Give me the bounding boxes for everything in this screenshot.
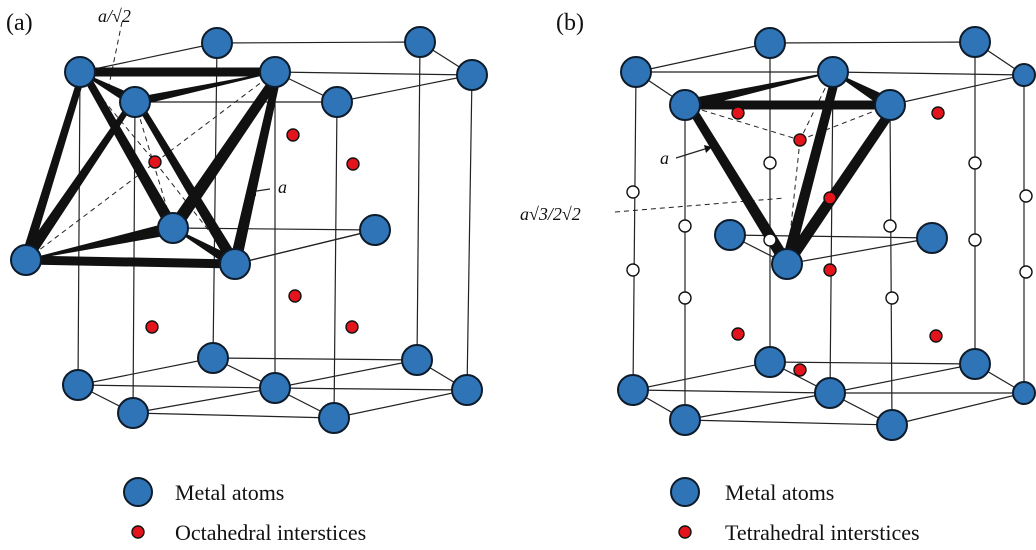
legend-a-interstice-text: Octahedral interstices	[175, 520, 366, 545]
legend-b-interstice-text: Tetrahedral interstices	[725, 520, 920, 545]
open-interstice	[626, 263, 640, 277]
panel-a-label: (a)	[6, 10, 33, 36]
panel-b-tetrahedral-interstices	[731, 106, 945, 377]
legend-interstice-icon	[678, 525, 692, 539]
legend-interstice-icon	[131, 525, 145, 539]
metal-atom	[456, 59, 488, 91]
open-interstice	[883, 219, 897, 233]
metal-atom	[669, 404, 701, 436]
panel-b-annotation-edge: a	[660, 148, 669, 168]
metal-atom	[201, 27, 233, 59]
open-interstice	[678, 291, 692, 305]
octahedral-interstice	[346, 157, 360, 171]
panel-a-octahedron	[19, 67, 282, 271]
open-interstice	[968, 233, 982, 247]
metal-atom	[754, 346, 786, 378]
metal-atom	[1012, 381, 1036, 405]
metal-atom	[10, 244, 42, 276]
metal-atom	[669, 89, 701, 121]
metal-atom	[620, 56, 652, 88]
metal-atom	[197, 342, 229, 374]
octahedral-interstice	[145, 320, 159, 334]
tetrahedral-interstice	[823, 191, 837, 205]
panel-a-annotation-side: a	[278, 177, 287, 197]
panel-b: (b)	[520, 10, 1036, 545]
open-interstice	[763, 156, 777, 170]
panel-a-metal-atoms	[10, 26, 488, 434]
metal-atom	[817, 56, 849, 88]
panel-b-tetrahedron	[684, 71, 898, 267]
metal-atom	[259, 56, 291, 88]
panel-b-label: (b)	[556, 10, 584, 36]
octahedral-interstice	[148, 155, 162, 169]
metal-atom	[451, 374, 483, 406]
metal-atom	[359, 214, 391, 246]
metal-atom	[876, 409, 908, 441]
metal-atom	[117, 397, 149, 429]
legend-b-metal-text: Metal atoms	[725, 480, 834, 505]
metal-atom	[874, 89, 906, 121]
metal-atom	[754, 27, 786, 59]
metal-atom	[401, 344, 433, 376]
tetrahedral-interstice	[731, 327, 745, 341]
panel-a-annotation-top: a/√2	[98, 6, 131, 26]
open-interstice	[678, 219, 692, 233]
octahedral-interstice	[286, 128, 300, 142]
metal-atom	[771, 248, 803, 280]
open-interstice	[885, 291, 899, 305]
metal-atom	[321, 86, 353, 118]
panel-b-annotation-height: a√3/2√2	[520, 204, 581, 224]
metal-atom	[219, 248, 251, 280]
tetrahedral-interstice	[929, 329, 943, 343]
open-interstice	[1019, 189, 1033, 203]
panel-a: (a)	[6, 6, 488, 545]
tetrahedral-interstice	[793, 363, 807, 377]
metal-atom	[814, 377, 846, 409]
metal-atom	[714, 219, 746, 251]
panel-b-legend: Metal atoms Tetrahedral interstices	[670, 477, 920, 545]
metal-atom	[318, 402, 350, 434]
panel-b-open-interstices	[626, 156, 1033, 305]
metal-atom	[404, 26, 436, 58]
open-interstice	[763, 233, 777, 247]
tetrahedral-interstice	[931, 106, 945, 120]
metal-atom	[617, 374, 649, 406]
legend-metal-icon	[670, 477, 700, 507]
metal-atom	[1012, 63, 1036, 87]
metal-atom	[959, 348, 991, 380]
metal-atom	[959, 26, 991, 58]
metal-atom	[119, 86, 151, 118]
panel-b-metal-atoms	[617, 26, 1036, 441]
tetrahedral-interstice	[793, 133, 807, 147]
metal-atom	[62, 369, 94, 401]
open-interstice	[1019, 265, 1033, 279]
panel-a-legend: Metal atoms Octahedral interstices	[123, 477, 366, 545]
metal-atom	[916, 222, 948, 254]
octahedral-interstice	[345, 320, 359, 334]
tetrahedral-interstice	[823, 263, 837, 277]
tetrahedral-interstice	[731, 106, 745, 120]
legend-a-metal-text: Metal atoms	[175, 480, 284, 505]
legend-metal-icon	[123, 477, 153, 507]
metal-atom	[259, 372, 291, 404]
metal-atom	[64, 56, 96, 88]
metal-atom	[157, 212, 189, 244]
panel-a-octahedral-interstices	[145, 128, 360, 334]
open-interstice	[626, 185, 640, 199]
octahedral-interstice	[288, 289, 302, 303]
open-interstice	[968, 156, 982, 170]
